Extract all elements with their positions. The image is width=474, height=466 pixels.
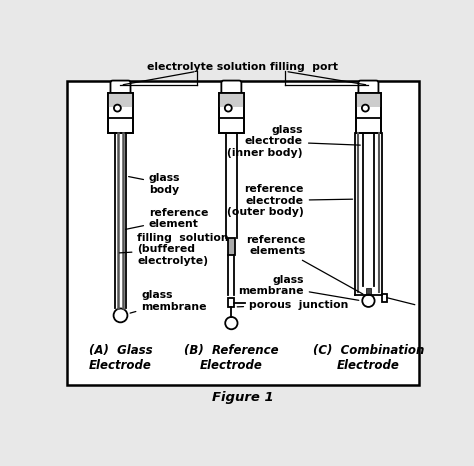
FancyBboxPatch shape (358, 81, 378, 95)
Text: filling  solution
(buffered
electrolyte): filling solution (buffered electrolyte) (119, 233, 229, 266)
Bar (108, 93, 133, 133)
Text: glass
electrode
(inner body): glass electrode (inner body) (228, 125, 360, 158)
Bar (219, 93, 244, 133)
Text: reference
electrode
(outer body): reference electrode (outer body) (227, 184, 353, 217)
Bar (356, 93, 381, 133)
Circle shape (114, 105, 121, 111)
Circle shape (225, 317, 237, 329)
Bar (356, 93, 381, 107)
Bar (228, 298, 235, 307)
Text: (C)  Combination
Electrode: (C) Combination Electrode (313, 344, 424, 372)
FancyBboxPatch shape (221, 81, 241, 95)
Text: (B)  Reference
Electrode: (B) Reference Electrode (184, 344, 279, 372)
Text: glass
body: glass body (128, 173, 181, 194)
Text: (A)  Glass
Electrode: (A) Glass Electrode (89, 344, 152, 372)
Bar (219, 93, 244, 107)
Bar (108, 93, 133, 107)
Text: reference
elements: reference elements (246, 234, 363, 294)
Bar (356, 93, 381, 133)
Circle shape (362, 295, 374, 307)
Text: electrolyte solution filling  port: electrolyte solution filling port (147, 62, 338, 72)
Circle shape (225, 105, 232, 111)
Bar (108, 93, 133, 133)
Text: glass
membrane: glass membrane (130, 290, 207, 313)
Text: reference
element: reference element (126, 207, 209, 229)
Bar (66, 81, 419, 385)
Text: Figure 1: Figure 1 (212, 391, 274, 404)
Bar (366, 288, 371, 303)
Bar (228, 238, 235, 254)
Circle shape (362, 105, 369, 111)
Bar (219, 93, 244, 133)
Bar (382, 294, 387, 302)
Text: porous  junction: porous junction (237, 300, 348, 309)
Circle shape (114, 308, 128, 322)
FancyBboxPatch shape (110, 81, 130, 95)
Text: glass
membrane: glass membrane (238, 274, 359, 300)
